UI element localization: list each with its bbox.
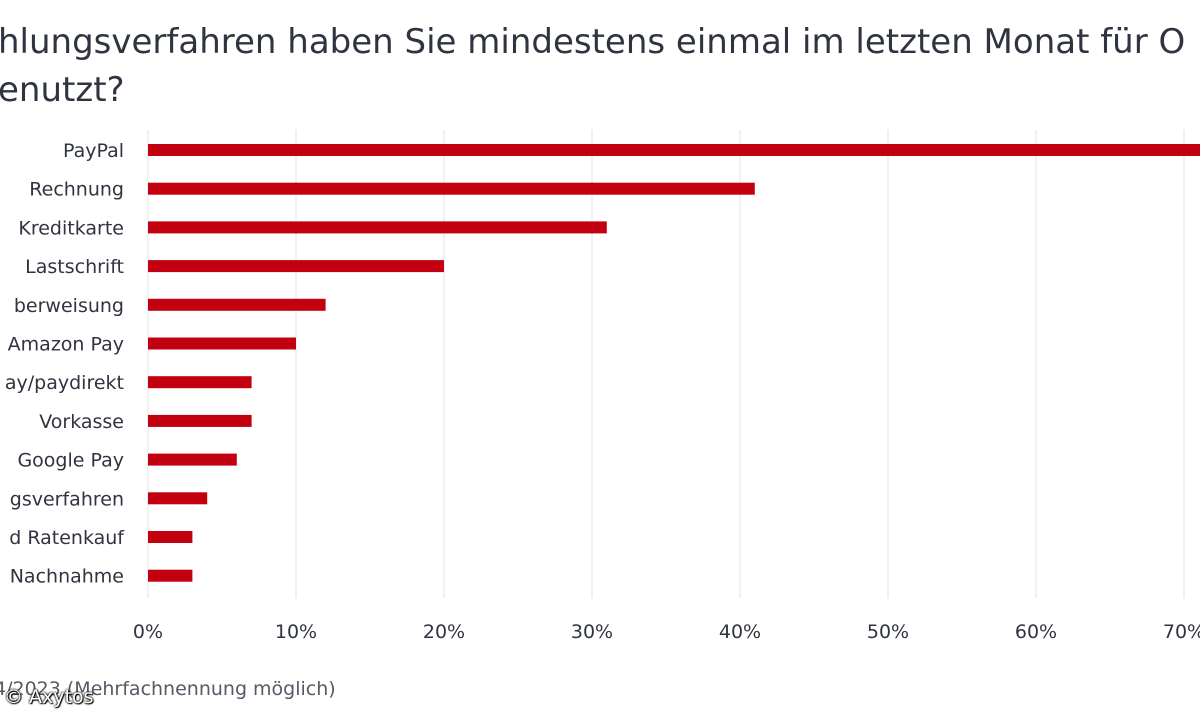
chart-title: hlungsverfahren haben Sie mindestens ein… (0, 18, 1200, 114)
x-tick-label: 60% (1015, 621, 1057, 643)
category-label: Amazon Pay (8, 334, 124, 356)
category-label: berweisung (14, 295, 124, 317)
copyright-notice: © Axytos (4, 686, 94, 708)
x-tick-label: 70% (1163, 621, 1200, 643)
category-label: Lastschrift (25, 256, 124, 278)
x-tick-label: 0% (133, 621, 163, 643)
bar (148, 453, 237, 466)
x-tick-label: 50% (867, 621, 909, 643)
bar-chart: 0% 10% 20% 30% 40% 50% 60% 70% PayPal Rechnung Kre… (5, 130, 1200, 643)
bar (148, 260, 444, 273)
x-tick-label: 30% (571, 621, 613, 643)
bar (148, 182, 755, 195)
category-label: Nachnahme (10, 566, 124, 588)
bar (148, 569, 193, 582)
chart-title-line-1: hlungsverfahren haben Sie mindestens ein… (0, 22, 1186, 62)
category-label: Kreditkarte (18, 217, 124, 239)
category-label: Rechnung (29, 179, 124, 201)
footnote: 4/2023 (Mehrfachnennung möglich) (0, 678, 336, 700)
bar (148, 337, 296, 350)
footnote-text: 4/2023 (Mehrfachnennung möglich) (0, 678, 336, 700)
bar (148, 144, 1200, 156)
category-label: ay/paydirekt (5, 372, 124, 394)
x-tick-label: 10% (275, 621, 317, 643)
bar (148, 298, 326, 311)
category-label: d Ratenkauf (9, 527, 125, 549)
category-label: Google Pay (17, 450, 124, 472)
bar (148, 492, 208, 505)
x-tick-label: 40% (719, 621, 761, 643)
category-label: gsverfahren (10, 488, 124, 510)
category-label: Vorkasse (39, 411, 124, 433)
bar (148, 221, 607, 234)
chart-title-line-2: enutzt? (0, 70, 125, 110)
bar (148, 376, 252, 389)
bar (148, 531, 193, 543)
category-label: PayPal (63, 140, 124, 162)
x-tick-label: 20% (423, 621, 465, 643)
bar (148, 414, 252, 427)
